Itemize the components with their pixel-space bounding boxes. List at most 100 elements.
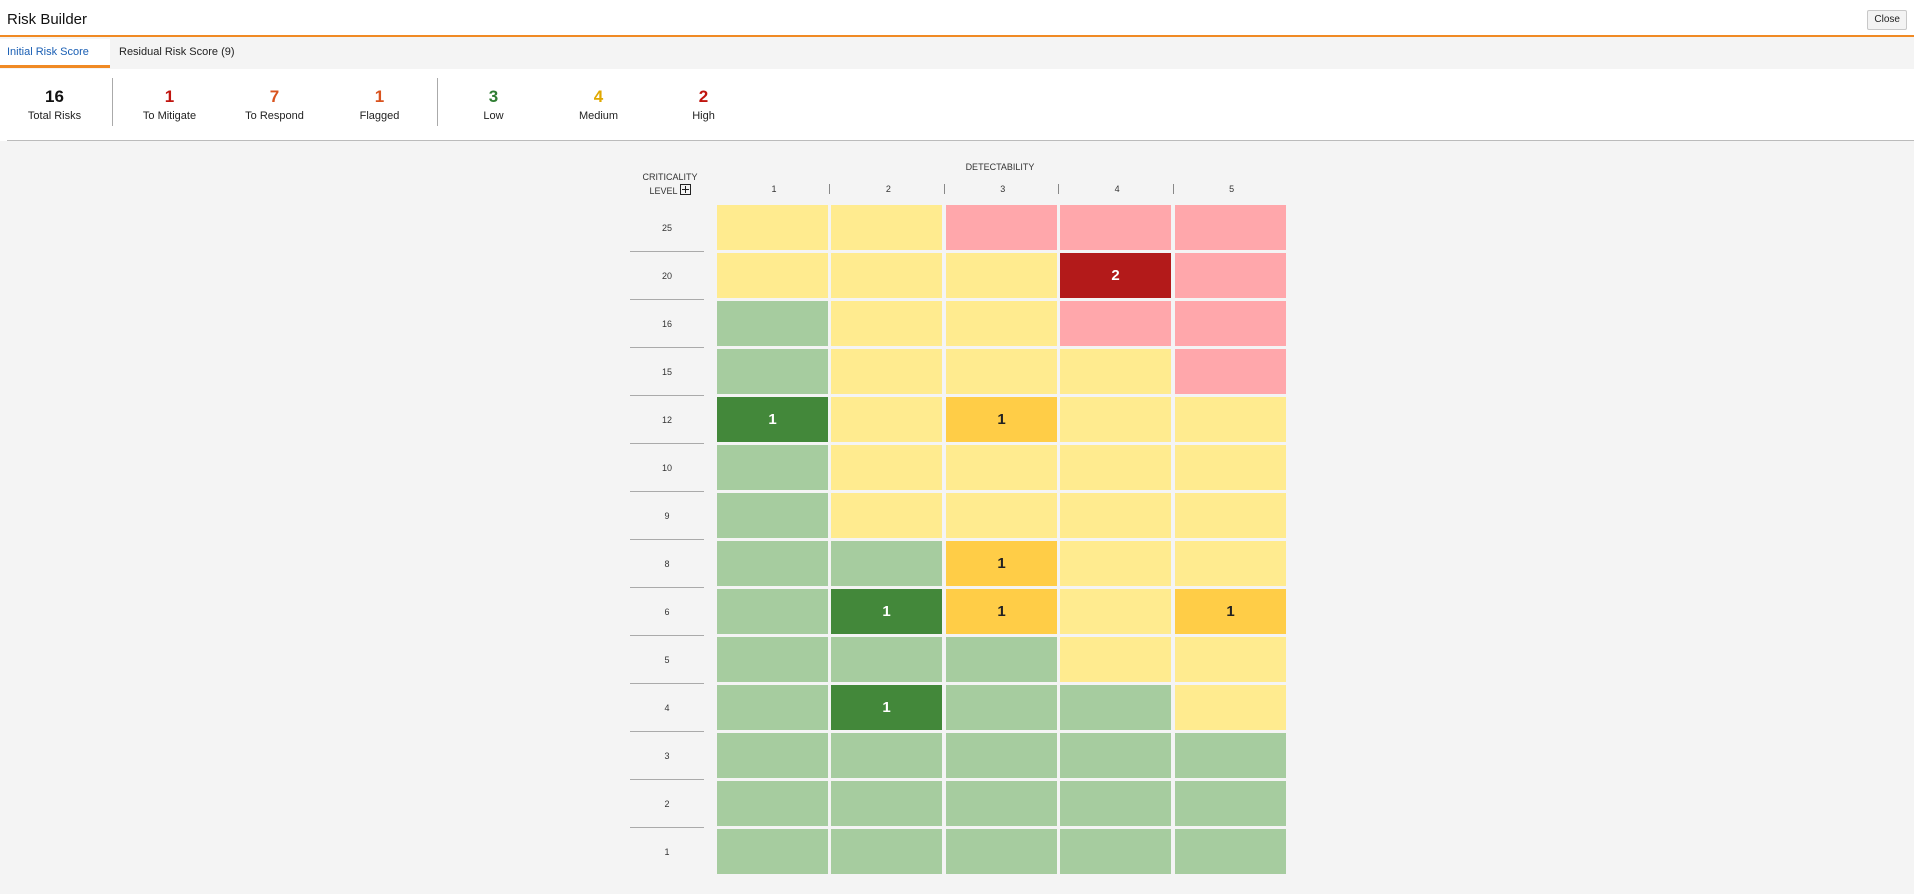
matrix-cell[interactable] [1060, 829, 1171, 874]
matrix-cell[interactable] [1175, 349, 1286, 394]
matrix-cell[interactable] [946, 493, 1057, 538]
stat-high[interactable]: 2 High [651, 87, 756, 123]
matrix-cell[interactable] [717, 637, 828, 682]
window-title: Risk Builder [7, 11, 88, 28]
matrix-cell[interactable] [717, 445, 828, 490]
matrix-cell[interactable] [1060, 301, 1171, 346]
matrix-cell[interactable] [946, 685, 1057, 730]
matrix-cell[interactable] [831, 349, 942, 394]
stat-low[interactable]: 3 Low [441, 87, 546, 123]
stat-to-respond[interactable]: 7 To Respond [222, 87, 327, 123]
window-header: Risk Builder Close [0, 0, 1914, 37]
matrix-cell[interactable] [831, 205, 942, 250]
matrix-cell[interactable] [831, 397, 942, 442]
row-header: 15 [661, 367, 672, 377]
matrix-cell[interactable] [717, 349, 828, 394]
matrix-cell[interactable] [717, 541, 828, 586]
matrix-cell[interactable] [946, 637, 1057, 682]
matrix-cell-with-count[interactable]: 2 [1060, 253, 1171, 298]
matrix-cell[interactable] [1175, 253, 1286, 298]
matrix-cell[interactable] [1175, 685, 1286, 730]
criticality-axis-label: CRITICALITY LEVEL [630, 171, 710, 198]
column-divider [1058, 184, 1059, 194]
matrix-cell[interactable] [946, 301, 1057, 346]
matrix-cell[interactable] [1175, 493, 1286, 538]
matrix-cell[interactable] [1060, 541, 1171, 586]
row-header: 9 [664, 511, 670, 521]
matrix-cell[interactable] [946, 205, 1057, 250]
matrix-cell[interactable] [1175, 541, 1286, 586]
matrix-cell[interactable] [946, 445, 1057, 490]
matrix-cell[interactable] [1060, 349, 1171, 394]
matrix-cell[interactable] [1175, 205, 1286, 250]
matrix-cell[interactable] [831, 781, 942, 826]
close-button[interactable]: Close [1867, 10, 1907, 30]
matrix-cell[interactable] [1175, 397, 1286, 442]
matrix-cell[interactable] [717, 493, 828, 538]
matrix-cell[interactable] [1060, 445, 1171, 490]
stats-bar: 16 Total Risks 1 To Mitigate 7 To Respon… [0, 69, 1914, 141]
matrix-cell[interactable] [831, 829, 942, 874]
matrix-cell[interactable] [946, 829, 1057, 874]
tab-initial-risk-score[interactable]: Initial Risk Score (9) [0, 39, 110, 85]
matrix-cell[interactable] [831, 637, 942, 682]
matrix-cell[interactable] [1060, 589, 1171, 634]
matrix-cell-with-count[interactable]: 1 [831, 685, 942, 730]
row-header: 20 [661, 271, 672, 281]
tab-bar: Initial Risk Score (9) Residual Risk Sco… [0, 39, 1914, 85]
matrix-cell[interactable] [831, 733, 942, 778]
row-divider [630, 395, 704, 396]
matrix-cell[interactable] [1060, 733, 1171, 778]
matrix-cell[interactable] [1060, 397, 1171, 442]
row-header: 10 [661, 463, 672, 473]
matrix-cell[interactable] [1060, 493, 1171, 538]
stat-value: 16 [45, 87, 64, 106]
row-header: 3 [664, 751, 670, 761]
matrix-cell[interactable] [717, 205, 828, 250]
stat-flagged[interactable]: 1 Flagged [327, 87, 432, 123]
matrix-cell[interactable] [1175, 637, 1286, 682]
matrix-cell-with-count[interactable]: 1 [831, 589, 942, 634]
stat-medium[interactable]: 4 Medium [546, 87, 651, 123]
matrix-cell[interactable] [1175, 301, 1286, 346]
matrix-cell[interactable] [717, 685, 828, 730]
matrix-cell-with-count[interactable]: 1 [946, 589, 1057, 634]
matrix-cell[interactable] [1060, 637, 1171, 682]
matrix-cell-with-count[interactable]: 1 [1175, 589, 1286, 634]
matrix-cell[interactable] [1060, 205, 1171, 250]
tab-residual-risk-score[interactable]: Residual Risk Score (9) [119, 46, 235, 58]
stat-total-risks[interactable]: 16 Total Risks [2, 87, 107, 123]
matrix-cell-with-count[interactable]: 1 [717, 397, 828, 442]
matrix-cell[interactable] [946, 253, 1057, 298]
matrix-cell[interactable] [831, 541, 942, 586]
matrix-cell[interactable] [717, 733, 828, 778]
stat-to-mitigate[interactable]: 1 To Mitigate [117, 87, 222, 123]
matrix-cell[interactable] [1060, 781, 1171, 826]
matrix-cell-with-count[interactable]: 1 [946, 397, 1057, 442]
matrix-cell[interactable] [1175, 781, 1286, 826]
matrix-cell[interactable] [717, 301, 828, 346]
matrix-cell[interactable] [831, 253, 942, 298]
matrix-cell[interactable] [1175, 733, 1286, 778]
matrix-cell[interactable] [1175, 829, 1286, 874]
matrix-cell-with-count[interactable]: 1 [946, 541, 1057, 586]
matrix-cell[interactable] [717, 781, 828, 826]
matrix-cell[interactable] [831, 445, 942, 490]
matrix-cell[interactable] [946, 349, 1057, 394]
matrix-cell[interactable] [946, 733, 1057, 778]
matrix-cell[interactable] [717, 253, 828, 298]
matrix-cell[interactable] [946, 781, 1057, 826]
matrix-cell[interactable] [1060, 685, 1171, 730]
matrix-cell[interactable] [717, 829, 828, 874]
row-header: 25 [661, 223, 672, 233]
row-header: 16 [661, 319, 672, 329]
stat-label: High [692, 110, 715, 122]
stat-value: 7 [269, 87, 280, 106]
matrix-cell[interactable] [831, 493, 942, 538]
matrix-cell[interactable] [831, 301, 942, 346]
row-divider [630, 347, 704, 348]
matrix-cell[interactable] [717, 589, 828, 634]
matrix-cell[interactable] [1175, 445, 1286, 490]
expand-plus-icon[interactable] [679, 184, 691, 195]
criticality-label-line1: CRITICALITY [642, 172, 698, 182]
